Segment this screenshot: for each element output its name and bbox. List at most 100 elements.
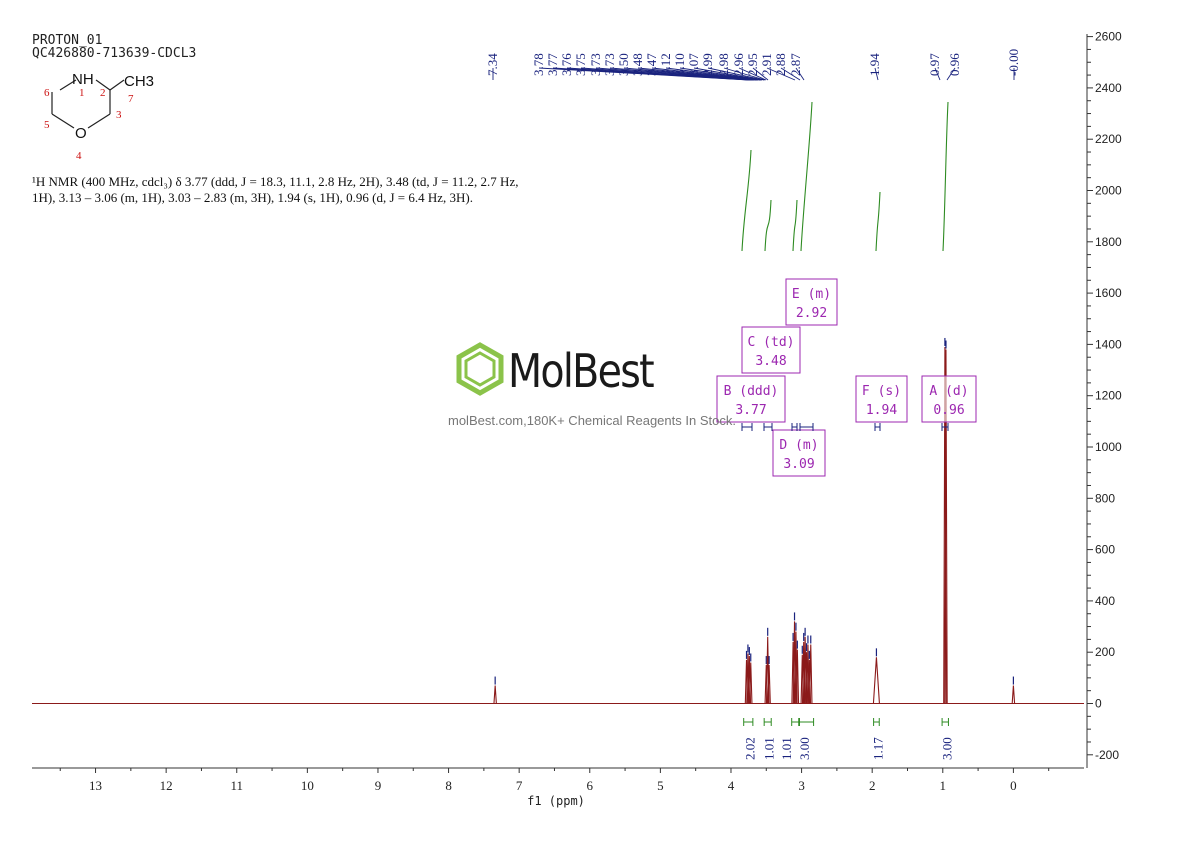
x-tick-label: 11: [230, 778, 243, 793]
multiplet-shift: 3.48: [755, 354, 786, 369]
multiplet-shift: 3.09: [783, 457, 814, 472]
y-tick-label: 800: [1095, 491, 1115, 505]
integral-value: 2.02: [742, 737, 757, 760]
peak-label-connector: [752, 67, 769, 81]
integral-curve: [875, 191, 881, 252]
peak-label-connector: [738, 67, 767, 81]
multiplet-box: [741, 326, 801, 374]
multiplet-shift: 0.96: [933, 403, 964, 418]
peak-label-connector: [874, 67, 879, 81]
x-tick-label: 6: [587, 778, 594, 793]
peak-label: 3.78: [531, 53, 546, 76]
integral-curve: [764, 199, 772, 252]
x-tick-label: 9: [375, 778, 382, 793]
peak-label: 2.95: [745, 53, 760, 76]
peak-label: 0.96: [947, 53, 962, 76]
x-tick-label: 5: [657, 778, 664, 793]
atom-number-3: 3: [116, 109, 122, 121]
spectrum-peak: [795, 649, 800, 704]
multiplet-box: [785, 278, 838, 326]
peak-label: 2.91: [759, 53, 774, 76]
peak-label-connector: [946, 67, 956, 81]
spectrum-peak: [748, 662, 753, 704]
integral-value: 1.01: [762, 737, 777, 760]
integral-value: 3.00: [797, 737, 812, 760]
atom-nh: NH: [72, 71, 94, 88]
peak-label-connector: [707, 67, 765, 81]
molbest-logo-icon: [456, 342, 504, 396]
peak-label: -0.00: [1006, 49, 1021, 76]
spectrum-peak: [1011, 685, 1016, 704]
y-tick-label: 400: [1095, 594, 1115, 608]
atom-ch3: CH3: [124, 73, 154, 90]
peak-label: 3.75: [573, 53, 588, 76]
peak-label: 2.99: [700, 53, 715, 76]
multiplet-label: A (d): [929, 384, 968, 399]
multiplet-label: E (m): [792, 287, 831, 302]
integral-curve: [741, 149, 752, 252]
peak-label: 2.87: [788, 53, 803, 76]
multiplet-label: D (m): [779, 438, 818, 453]
molecule-structure: NH CH3 O 1 2 3 4 5 6 7: [44, 71, 154, 162]
watermark-tagline: molBest.com,180K+ Chemical Reagents In S…: [448, 413, 736, 428]
integral-curve: [942, 101, 949, 252]
x-axis-label: f1 (ppm): [527, 794, 585, 808]
x-tick-label: 1: [940, 778, 947, 793]
y-tick-label: 1000: [1095, 440, 1122, 454]
x-tick-label: 10: [301, 778, 314, 793]
atom-number-4: 4: [76, 150, 82, 162]
peak-label-connector: [679, 67, 762, 81]
peak-label-connector: [651, 67, 759, 81]
y-tick-label: 1600: [1095, 286, 1122, 300]
x-tick-label: 7: [516, 778, 523, 793]
peak-label: 1.94: [867, 53, 882, 76]
multiplet-shift: 2.92: [796, 306, 827, 321]
atom-number-1: 1: [79, 87, 85, 99]
integral-value: 1.01: [779, 737, 794, 760]
atom-number-7: 7: [128, 93, 134, 105]
nmr-description: ¹H NMR (400 MHz, cdcl₃) δ 3.77 (ddd, J =…: [32, 174, 632, 206]
y-tick-label: -200: [1095, 748, 1119, 762]
peak-label: 3.77: [545, 53, 560, 76]
peak-label-connector: [934, 67, 941, 81]
integral-curve: [792, 199, 798, 252]
multiplet-box: [921, 375, 977, 423]
peak-label: 7.34: [485, 53, 500, 76]
nmr-description-line-1: ¹H NMR (400 MHz, cdcl₃) δ 3.77 (ddd, J =…: [32, 174, 519, 189]
spectrum-peak: [809, 644, 813, 704]
peak-label-connector: [665, 67, 761, 81]
y-tick-label: 2200: [1095, 132, 1122, 146]
peak-label-connector: [693, 67, 763, 81]
peak-label: 2.88: [773, 53, 788, 76]
peak-label-connector: [723, 67, 766, 81]
spectrum-peak: [767, 665, 771, 704]
peak-label: 0.97: [927, 53, 942, 76]
integral-value: 3.00: [939, 737, 954, 760]
atom-o: O: [75, 125, 87, 142]
integral-curve: [800, 101, 813, 252]
y-tick-label: 2000: [1095, 184, 1122, 198]
integral-value: 1.17: [870, 737, 885, 760]
spectrum-peak: [493, 685, 497, 704]
molbest-logo-text: MolBest: [508, 344, 655, 398]
atom-number-2: 2: [100, 87, 106, 99]
multiplet-box: [716, 375, 786, 423]
peak-label: 2.96: [731, 53, 746, 76]
sample-id: QC426880-713639-CDCL3: [32, 46, 197, 61]
x-tick-label: 12: [160, 778, 173, 793]
x-tick-label: 13: [89, 778, 102, 793]
multiplet-box: [772, 429, 826, 477]
multiplet-shift: 1.94: [866, 403, 897, 418]
x-tick-label: 2: [869, 778, 876, 793]
x-tick-label: 0: [1010, 778, 1017, 793]
x-tick-label: 8: [445, 778, 452, 793]
peak-label-connector: [766, 67, 796, 81]
x-tick-label: 3: [798, 778, 805, 793]
y-tick-label: 200: [1095, 645, 1115, 659]
multiplet-label: C (td): [748, 335, 795, 350]
atom-number-5: 5: [44, 119, 50, 131]
experiment-name: PROTON_01: [32, 33, 103, 48]
y-tick-label: 1800: [1095, 235, 1122, 249]
